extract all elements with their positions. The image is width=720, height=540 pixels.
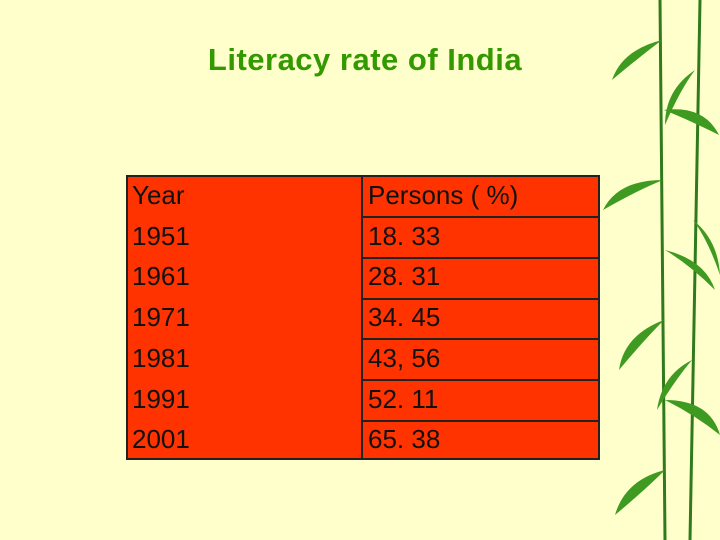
- column-divider: [361, 177, 363, 458]
- row-divider: [361, 297, 598, 300]
- bamboo-decoration: [603, 0, 720, 540]
- table-cell: 28. 31: [368, 261, 441, 292]
- header-cell: Year: [132, 180, 185, 210]
- slide-title: Literacy rate of India: [207, 42, 523, 77]
- table-cell: 65. 38: [368, 424, 441, 455]
- table-cell: 1971: [132, 302, 190, 333]
- table-cell: 1951: [132, 220, 190, 251]
- row-divider: [361, 419, 598, 422]
- row-divider: [361, 338, 598, 341]
- table-cell: 2001: [132, 424, 190, 455]
- table-cell: 1981: [132, 342, 190, 373]
- table: Year Persons ( %) 1951 18. 33 1961 28. 31 1971…: [126, 175, 600, 460]
- header-cell: Persons ( %): [368, 180, 519, 210]
- row-divider: [361, 379, 598, 381]
- row-divider: [361, 256, 598, 259]
- table-cell: 18. 33: [368, 220, 441, 251]
- table-cell: 34. 45: [368, 302, 441, 333]
- table-cell: 43, 56: [368, 342, 441, 373]
- row-divider: [361, 216, 598, 219]
- table-cell: 1961: [132, 261, 190, 292]
- table-cell: 52. 11: [368, 383, 439, 414]
- table-cell: 1991: [132, 383, 190, 414]
